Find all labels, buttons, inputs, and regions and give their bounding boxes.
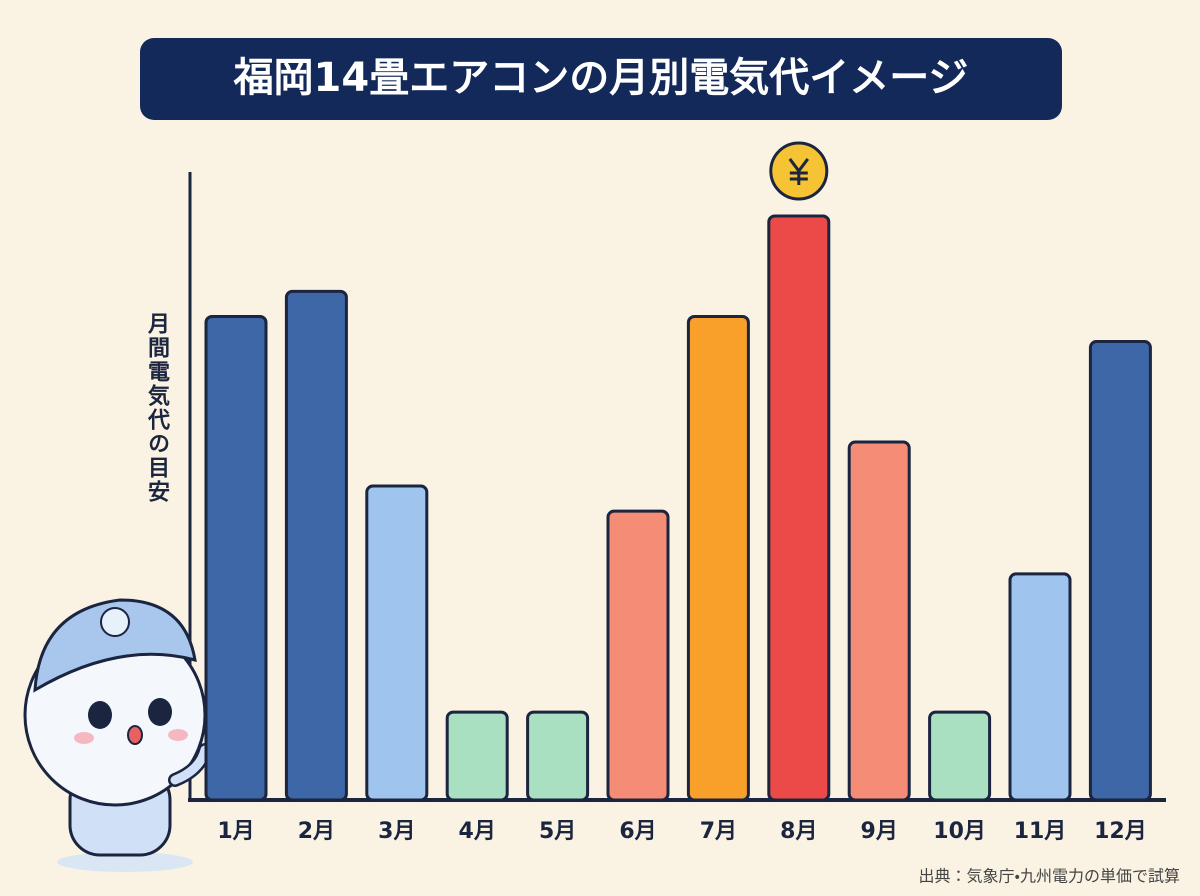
x-tick-label: 8月 xyxy=(780,819,817,844)
bar xyxy=(928,710,992,802)
bar xyxy=(767,214,831,802)
bar xyxy=(204,314,268,802)
bar xyxy=(365,484,429,802)
bar xyxy=(606,509,670,802)
bar xyxy=(686,314,750,802)
chart-title: 福岡14畳エアコンの月別電気代イメージ xyxy=(233,55,969,101)
coin-symbol xyxy=(788,158,809,185)
x-tick-label: 2月 xyxy=(298,819,335,844)
x-tick-label: 4月 xyxy=(459,819,496,844)
x-tick-label: 5月 xyxy=(539,819,576,844)
y-axis-label: 月間電気代の目安 xyxy=(144,312,169,504)
x-tick-label: 9月 xyxy=(861,819,898,844)
bar xyxy=(1008,572,1072,802)
x-tick-label: 6月 xyxy=(619,819,656,844)
x-tick-label: 3月 xyxy=(378,819,415,844)
title-box xyxy=(140,38,1062,120)
x-tick-label: 10月 xyxy=(933,819,986,844)
x-tick-label: 7月 xyxy=(700,819,737,844)
x-tick-label: 11月 xyxy=(1014,819,1067,844)
bar xyxy=(1088,340,1152,802)
mascot xyxy=(23,598,212,872)
bar xyxy=(284,289,348,802)
bar xyxy=(526,710,590,802)
x-tick-label: 1月 xyxy=(217,819,254,844)
bar xyxy=(847,440,911,802)
source-note: 出典：気象庁・九州電力の単価で試算 xyxy=(919,867,1180,886)
x-tick-label: 12月 xyxy=(1094,819,1147,844)
bar xyxy=(445,710,509,802)
